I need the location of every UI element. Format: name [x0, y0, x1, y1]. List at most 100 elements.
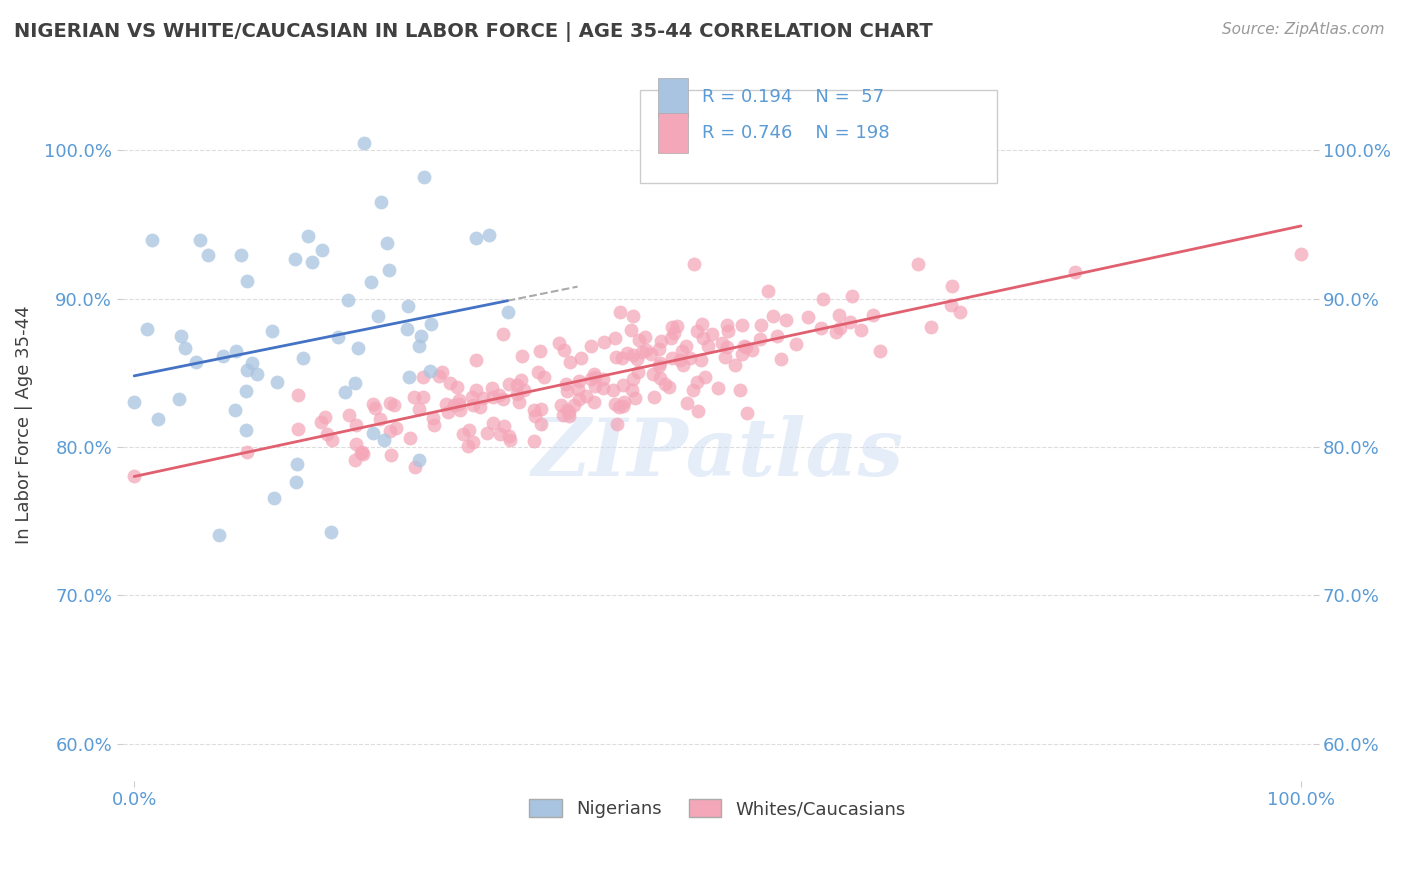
Point: [533, 369, 555, 384]
Point: [344, 437, 367, 451]
Point: [427, 368, 450, 383]
Point: [339, 408, 361, 422]
Point: [939, 298, 962, 312]
Point: [478, 227, 501, 242]
Point: [775, 313, 797, 327]
Point: [731, 318, 754, 332]
Point: [167, 392, 190, 407]
Point: [737, 406, 759, 420]
Point: [262, 324, 284, 338]
Point: [344, 376, 367, 390]
Point: [482, 390, 505, 404]
Point: [512, 349, 534, 363]
Point: [122, 395, 145, 409]
Point: [724, 358, 747, 372]
Point: [700, 326, 723, 341]
Point: [316, 426, 339, 441]
Point: [229, 248, 252, 262]
Point: [862, 308, 884, 322]
Point: [321, 433, 343, 447]
Point: [1289, 247, 1312, 261]
Point: [612, 377, 634, 392]
Point: [412, 370, 434, 384]
Point: [420, 318, 443, 332]
Point: [568, 392, 591, 406]
Point: [419, 364, 441, 378]
Point: [558, 355, 581, 369]
Point: [582, 367, 605, 381]
Point: [749, 333, 772, 347]
Point: [648, 356, 671, 370]
Point: [616, 346, 638, 360]
Point: [225, 343, 247, 358]
Point: [664, 326, 686, 340]
Point: [621, 384, 644, 398]
Point: [825, 325, 848, 339]
Point: [527, 365, 550, 379]
Point: [553, 409, 575, 423]
Point: [458, 423, 481, 437]
Point: [749, 318, 772, 332]
Point: [319, 525, 342, 540]
Point: [569, 351, 592, 366]
Point: [173, 341, 195, 355]
Point: [122, 469, 145, 483]
Text: R = 0.746    N = 198: R = 0.746 N = 198: [702, 124, 890, 142]
Point: [529, 343, 551, 358]
Point: [810, 321, 832, 335]
Point: [382, 398, 405, 412]
Point: [461, 390, 484, 404]
Point: [146, 412, 169, 426]
Point: [530, 401, 553, 416]
Point: [631, 344, 654, 359]
Text: R = 0.194    N =  57: R = 0.194 N = 57: [702, 88, 884, 106]
Point: [671, 343, 693, 358]
Point: [489, 426, 512, 441]
Point: [643, 368, 665, 382]
Point: [550, 398, 572, 412]
Point: [291, 351, 314, 365]
Point: [481, 416, 503, 430]
Point: [650, 334, 672, 348]
Point: [236, 363, 259, 377]
Point: [350, 446, 373, 460]
Point: [665, 318, 688, 333]
Point: [920, 319, 942, 334]
Bar: [640, 90, 997, 183]
Point: [235, 423, 257, 437]
Point: [583, 369, 606, 384]
Point: [686, 324, 709, 338]
Point: [385, 421, 408, 435]
Point: [284, 475, 307, 490]
Point: [263, 491, 285, 505]
Point: [402, 390, 425, 404]
Point: [575, 389, 598, 403]
Point: [592, 371, 614, 385]
Point: [422, 411, 444, 425]
Point: [207, 528, 229, 542]
Point: [648, 359, 671, 374]
Point: [396, 299, 419, 313]
Point: [439, 376, 461, 391]
Point: [461, 434, 484, 449]
Point: [592, 381, 614, 395]
Point: [510, 374, 533, 388]
Point: [285, 457, 308, 471]
Point: [498, 377, 520, 392]
Text: Source: ZipAtlas.com: Source: ZipAtlas.com: [1222, 22, 1385, 37]
Point: [841, 289, 863, 303]
Point: [242, 355, 264, 369]
Point: [266, 375, 288, 389]
Point: [457, 439, 479, 453]
Point: [408, 401, 430, 416]
Point: [184, 355, 207, 369]
Point: [398, 431, 420, 445]
Y-axis label: In Labor Force | Age 35-44: In Labor Force | Age 35-44: [15, 305, 32, 544]
Point: [555, 377, 578, 392]
Point: [380, 396, 402, 410]
Point: [443, 399, 465, 413]
Point: [461, 398, 484, 412]
Point: [398, 370, 420, 384]
Point: [769, 352, 792, 367]
Point: [346, 341, 368, 355]
